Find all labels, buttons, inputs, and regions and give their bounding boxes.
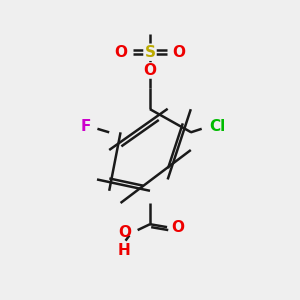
Text: O: O [143,63,157,78]
Text: O: O [114,45,127,60]
Text: F: F [81,119,91,134]
Text: O: O [172,220,184,235]
Text: O: O [173,45,186,60]
Text: Cl: Cl [209,119,225,134]
Text: H: H [118,243,130,258]
Text: S: S [145,45,155,60]
Text: O: O [119,225,132,240]
